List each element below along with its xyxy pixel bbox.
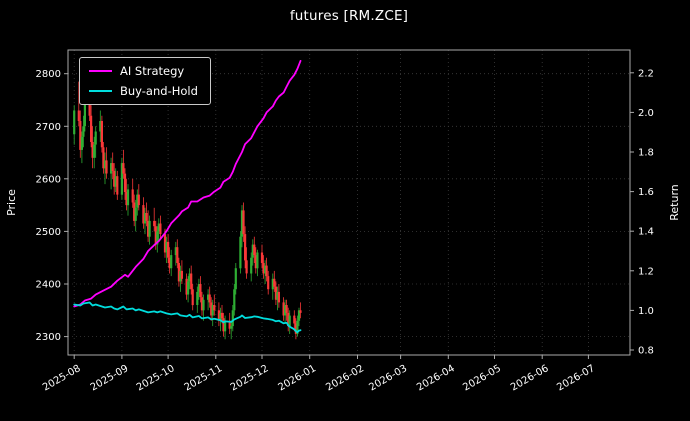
svg-text:2025-08: 2025-08 (41, 363, 83, 393)
svg-text:2025-10: 2025-10 (135, 363, 177, 393)
svg-text:1.6: 1.6 (638, 187, 654, 198)
svg-text:1.2: 1.2 (638, 266, 654, 277)
svg-text:2026-01: 2026-01 (277, 363, 319, 393)
svg-text:2400: 2400 (36, 280, 61, 291)
svg-text:1.4: 1.4 (638, 227, 654, 238)
svg-text:2500: 2500 (36, 227, 61, 238)
legend-label-ai-strategy: AI Strategy (120, 64, 185, 78)
legend-item-buy-and-hold: Buy-and-Hold (89, 83, 198, 98)
svg-text:2800: 2800 (36, 69, 61, 80)
legend-item-ai-strategy: AI Strategy (89, 65, 198, 78)
svg-text:2025-09: 2025-09 (89, 363, 131, 393)
svg-text:2.0: 2.0 (638, 108, 654, 119)
series-line-buy-and-hold (73, 301, 302, 334)
legend-label-buy-and-hold: Buy-and-Hold (120, 83, 198, 98)
candlestick-layer (73, 81, 302, 340)
svg-text:2700: 2700 (36, 122, 61, 133)
plot-border (67, 49, 631, 356)
svg-text:2026-02: 2026-02 (324, 363, 366, 393)
svg-text:2600: 2600 (36, 174, 61, 185)
series-line-ai-strategy (73, 60, 302, 308)
x-tick-labels: 2025-08 2025-09 2025-10 2025-11 2025-12 2026-… (41, 355, 597, 393)
buy-and-hold-line-swatch (89, 89, 112, 92)
svg-text:2026-04: 2026-04 (415, 363, 457, 393)
svg-text:2026-03: 2026-03 (367, 363, 409, 393)
svg-text:1.8: 1.8 (638, 148, 654, 159)
y-left-tick-labels: 2300 2400 2500 2600 2700 2800 (36, 69, 68, 343)
y-right-tick-labels: 0.8 1.0 1.2 1.4 1.6 1.8 2.0 2.2 (630, 68, 654, 357)
svg-text:2025-11: 2025-11 (183, 363, 225, 393)
svg-text:0.8: 0.8 (638, 346, 654, 357)
y-axis-label-return: Return (668, 184, 681, 221)
svg-text:2025-12: 2025-12 (229, 363, 271, 393)
svg-text:2300: 2300 (36, 332, 61, 343)
ai-strategy-line-swatch (89, 70, 112, 73)
chart-title: futures [RM.ZCE] (289, 8, 409, 24)
svg-text:2026-07: 2026-07 (555, 363, 597, 393)
legend: AI Strategy Buy-and-Hold (79, 57, 211, 106)
svg-text:2.2: 2.2 (638, 68, 654, 79)
y-axis-label-price: Price (5, 189, 18, 216)
grid-layer (68, 50, 630, 355)
svg-text:1.0: 1.0 (638, 306, 654, 317)
svg-text:2026-05: 2026-05 (461, 363, 503, 393)
svg-text:2026-06: 2026-06 (509, 363, 551, 393)
